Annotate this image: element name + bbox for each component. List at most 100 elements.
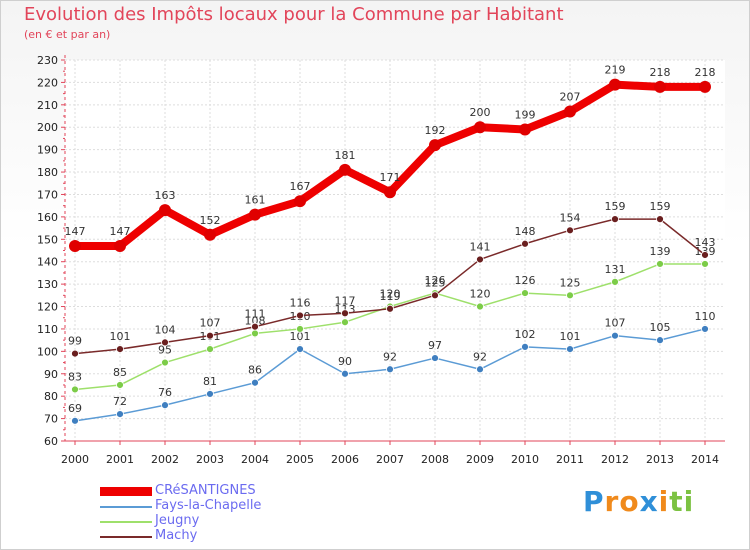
- legend-swatch-cresantignes: [100, 487, 152, 496]
- point-jeugny: [521, 289, 529, 297]
- point-fays-la-chapelle: [386, 365, 394, 374]
- data-label-fays-la-chapelle: 90: [338, 355, 352, 368]
- y-tick-label: 170: [37, 188, 58, 201]
- logo-letter: o: [619, 485, 640, 518]
- x-tick-label: 2005: [286, 453, 314, 466]
- legend-label-fays-la-chapelle: Fays-la-Chapelle: [155, 498, 262, 513]
- legend-swatch-jeugny: [100, 521, 152, 523]
- data-label-fays-la-chapelle: 101: [290, 330, 311, 343]
- y-tick-label: 80: [44, 390, 58, 403]
- data-label-machy: 159: [650, 200, 671, 213]
- point-jeugny: [296, 325, 304, 333]
- data-label-cr-santignes: 171: [380, 171, 401, 184]
- data-label-cr-santignes: 219: [605, 64, 626, 77]
- point-fays-la-chapelle: [611, 331, 619, 340]
- data-label-cr-santignes: 218: [695, 66, 716, 79]
- data-label-jeugny: 125: [560, 276, 581, 289]
- point-machy: [431, 291, 439, 300]
- x-tick-label: 2007: [376, 453, 404, 466]
- point-machy: [116, 345, 124, 354]
- point-fays-la-chapelle: [566, 345, 574, 354]
- data-label-machy: 101: [110, 330, 131, 343]
- data-label-machy: 104: [155, 323, 176, 336]
- x-tick-label: 2006: [331, 453, 359, 466]
- logo-letter: x: [639, 485, 659, 518]
- data-label-fays-la-chapelle: 81: [203, 375, 217, 388]
- point-jeugny: [71, 385, 79, 394]
- x-tick-label: 2014: [691, 453, 719, 466]
- point-jeugny: [701, 260, 709, 268]
- data-label-cr-santignes: 218: [650, 66, 671, 79]
- point-fays-la-chapelle: [161, 401, 169, 410]
- x-tick-label: 2009: [466, 453, 494, 466]
- point-machy: [71, 349, 79, 358]
- data-label-fays-la-chapelle: 76: [158, 386, 172, 399]
- logo-letter: i: [658, 485, 670, 518]
- data-label-cr-santignes: 192: [425, 124, 446, 137]
- x-tick-label: 2001: [106, 453, 134, 466]
- y-tick-label: 160: [37, 211, 58, 224]
- data-label-fays-la-chapelle: 72: [113, 395, 127, 408]
- x-tick-label: 2008: [421, 453, 449, 466]
- legend-label-jeugny: Jeugny: [155, 513, 200, 528]
- data-label-cr-santignes: 181: [335, 149, 356, 162]
- point-cr-santignes: [429, 139, 441, 152]
- y-tick-label: 120: [37, 301, 58, 314]
- legend-label-cresantignes: CRéSANTIGNES: [155, 483, 256, 498]
- y-tick-label: 230: [37, 54, 58, 67]
- point-fays-la-chapelle: [116, 410, 124, 419]
- data-label-jeugny: 120: [470, 288, 491, 301]
- point-jeugny: [611, 277, 619, 286]
- y-tick-label: 210: [37, 99, 58, 112]
- point-machy: [521, 239, 529, 248]
- y-tick-label: 150: [37, 233, 58, 246]
- point-cr-santignes: [204, 228, 216, 241]
- data-label-fays-la-chapelle: 97: [428, 339, 442, 352]
- data-label-jeugny: 126: [515, 274, 536, 287]
- y-tick-label: 70: [44, 413, 58, 426]
- data-label-cr-santignes: 200: [470, 106, 491, 119]
- point-cr-santignes: [699, 80, 711, 93]
- point-machy: [206, 331, 214, 340]
- legend-swatch-machy: [100, 536, 152, 538]
- data-label-machy: 154: [560, 211, 581, 224]
- point-machy: [611, 215, 619, 224]
- data-label-machy: 111: [245, 308, 266, 321]
- point-fays-la-chapelle: [251, 378, 259, 387]
- point-fays-la-chapelle: [206, 390, 214, 398]
- data-label-fays-la-chapelle: 107: [605, 317, 626, 330]
- point-cr-santignes: [519, 123, 531, 136]
- data-label-jeugny: 85: [113, 366, 127, 379]
- point-cr-santignes: [609, 78, 621, 91]
- point-machy: [251, 322, 259, 331]
- data-label-machy: 99: [68, 335, 82, 348]
- data-label-cr-santignes: 147: [65, 225, 86, 238]
- point-fays-la-chapelle: [656, 336, 664, 345]
- point-machy: [701, 251, 709, 259]
- point-machy: [656, 215, 664, 224]
- logo-letter: r: [604, 485, 620, 518]
- point-fays-la-chapelle: [71, 416, 79, 425]
- point-fays-la-chapelle: [431, 354, 439, 362]
- point-jeugny: [251, 329, 259, 338]
- y-tick-label: 110: [37, 323, 58, 336]
- point-cr-santignes: [339, 163, 351, 176]
- point-jeugny: [566, 291, 574, 300]
- x-tick-label: 2012: [601, 453, 629, 466]
- data-label-machy: 116: [290, 296, 311, 309]
- y-tick-label: 60: [44, 435, 58, 448]
- x-tick-label: 2004: [241, 453, 269, 466]
- x-tick-label: 2002: [151, 453, 179, 466]
- point-machy: [341, 309, 349, 318]
- point-machy: [161, 338, 169, 347]
- data-label-fays-la-chapelle: 110: [695, 310, 716, 323]
- data-label-jeugny: 108: [245, 314, 266, 327]
- point-cr-santignes: [249, 208, 261, 221]
- data-label-cr-santignes: 163: [155, 189, 176, 202]
- data-label-cr-santignes: 161: [245, 194, 266, 207]
- y-tick-label: 200: [37, 121, 58, 134]
- data-label-fays-la-chapelle: 86: [248, 364, 262, 377]
- point-cr-santignes: [654, 80, 666, 93]
- data-label-machy: 125: [425, 276, 446, 289]
- point-cr-santignes: [564, 105, 576, 118]
